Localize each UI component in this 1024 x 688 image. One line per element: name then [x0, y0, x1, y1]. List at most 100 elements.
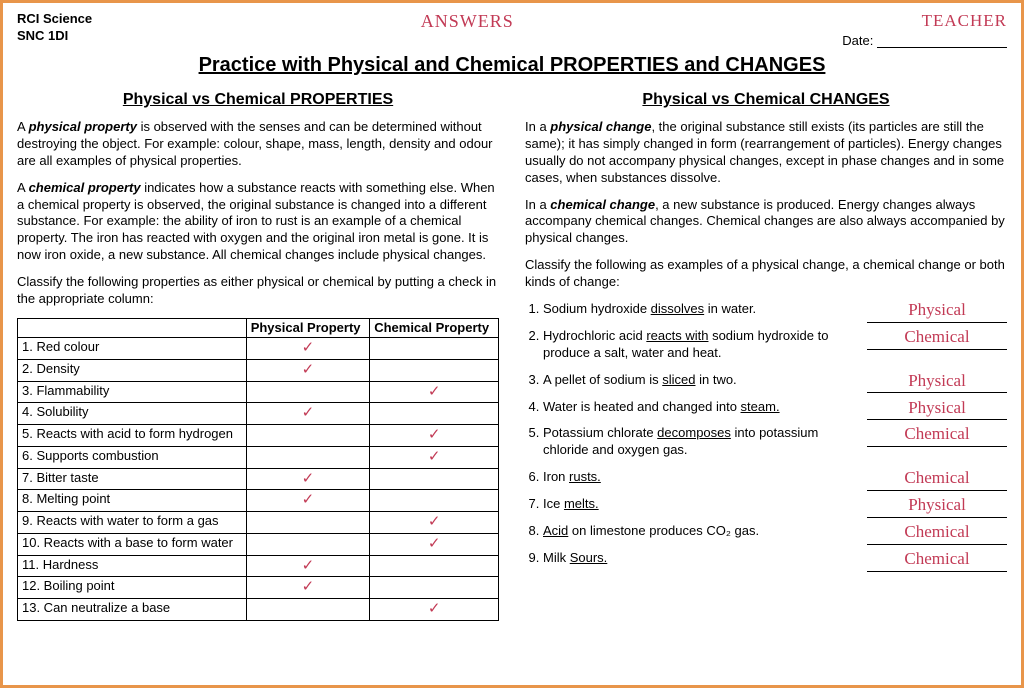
- row-label: 12. Boiling point: [18, 577, 247, 599]
- row-label: 9. Reacts with water to form a gas: [18, 512, 247, 534]
- item-text: Potassium chlorate decomposes into potas…: [543, 425, 818, 457]
- row-physical: ✓: [246, 490, 370, 512]
- right-p2: In a chemical change, a new substance is…: [525, 197, 1007, 248]
- row-physical: ✓: [246, 338, 370, 360]
- row-physical: [246, 533, 370, 555]
- text: A: [17, 180, 29, 195]
- header-row: RCI Science SNC 1DI ANSWERS TEACHER Date…: [17, 11, 1007, 48]
- item-answer: Chemical: [867, 469, 1007, 491]
- table-row: 3. Flammability✓: [18, 381, 499, 403]
- term-physical-change: physical change: [550, 119, 651, 134]
- row-chemical: [370, 468, 499, 490]
- row-chemical: [370, 359, 499, 381]
- columns: Physical vs Chemical PROPERTIES A physic…: [17, 91, 1007, 621]
- row-label: 1. Red colour: [18, 338, 247, 360]
- item-answer: Chemical: [867, 523, 1007, 545]
- table-row: 10. Reacts with a base to form water✓: [18, 533, 499, 555]
- list-item: Ice melts.Physical: [543, 496, 1007, 513]
- item-answer: Physical: [867, 301, 1007, 323]
- th-chemical: Chemical Property: [370, 318, 499, 337]
- th-blank: [18, 318, 247, 337]
- row-physical: ✓: [246, 403, 370, 425]
- main-title: Practice with Physical and Chemical PROP…: [17, 54, 1007, 77]
- row-label: 13. Can neutralize a base: [18, 599, 247, 621]
- school-line2: SNC 1DI: [17, 28, 92, 45]
- item-answer: Chemical: [867, 550, 1007, 572]
- list-item: Iron rusts.Chemical: [543, 469, 1007, 486]
- item-text: Sodium hydroxide dissolves in water.: [543, 301, 756, 316]
- row-chemical: ✓: [370, 381, 499, 403]
- term-chemical-property: chemical property: [29, 180, 141, 195]
- right-p1: In a physical change, the original subst…: [525, 119, 1007, 187]
- properties-table: Physical Property Chemical Property 1. R…: [17, 318, 499, 621]
- row-chemical: ✓: [370, 446, 499, 468]
- row-physical: ✓: [246, 577, 370, 599]
- row-physical: [246, 381, 370, 403]
- row-chemical: ✓: [370, 512, 499, 534]
- item-text: Water is heated and changed into steam.: [543, 399, 780, 414]
- table-row: 11. Hardness✓: [18, 555, 499, 577]
- list-item: Acid on limestone produces CO₂ gas.Chemi…: [543, 523, 1007, 540]
- row-physical: [246, 425, 370, 447]
- list-item: Water is heated and changed into steam.P…: [543, 399, 1007, 416]
- row-chemical: [370, 490, 499, 512]
- item-text: Iron rusts.: [543, 469, 601, 484]
- row-chemical: [370, 338, 499, 360]
- text: In a: [525, 197, 550, 212]
- row-physical: ✓: [246, 468, 370, 490]
- row-chemical: ✓: [370, 425, 499, 447]
- school-info: RCI Science SNC 1DI: [17, 11, 92, 45]
- table-row: 2. Density✓: [18, 359, 499, 381]
- list-item: Milk Sours.Chemical: [543, 550, 1007, 567]
- th-physical: Physical Property: [246, 318, 370, 337]
- table-row: 13. Can neutralize a base ✓: [18, 599, 499, 621]
- right-column: Physical vs Chemical CHANGES In a physic…: [525, 91, 1007, 621]
- term-chemical-change: chemical change: [550, 197, 655, 212]
- header-right: TEACHER Date:: [842, 11, 1007, 48]
- table-row: 9. Reacts with water to form a gas ✓: [18, 512, 499, 534]
- left-p2: A chemical property indicates how a subs…: [17, 180, 499, 264]
- date-blank: [877, 47, 1007, 48]
- item-text: Ice melts.: [543, 496, 599, 511]
- row-physical: [246, 446, 370, 468]
- row-label: 6. Supports combustion: [18, 446, 247, 468]
- row-label: 8. Melting point: [18, 490, 247, 512]
- row-chemical: [370, 403, 499, 425]
- list-item: A pellet of sodium is sliced in two.Phys…: [543, 372, 1007, 389]
- item-answer: Chemical: [867, 328, 1007, 350]
- row-chemical: ✓: [370, 533, 499, 555]
- term-physical-property: physical property: [29, 119, 137, 134]
- row-chemical: [370, 577, 499, 599]
- table-row: 1. Red colour✓: [18, 338, 499, 360]
- item-answer: Physical: [867, 372, 1007, 394]
- list-item: Sodium hydroxide dissolves in water.Phys…: [543, 301, 1007, 318]
- item-answer: Chemical: [867, 425, 1007, 447]
- row-label: 4. Solubility: [18, 403, 247, 425]
- row-label: 11. Hardness: [18, 555, 247, 577]
- row-chemical: ✓: [370, 599, 499, 621]
- table-row: 4. Solubility✓: [18, 403, 499, 425]
- left-title: Physical vs Chemical PROPERTIES: [17, 91, 499, 109]
- item-text: Hydrochloric acid reacts with sodium hyd…: [543, 328, 828, 360]
- answers-label: ANSWERS: [421, 11, 514, 32]
- row-physical: [246, 512, 370, 534]
- date-label: Date:: [842, 33, 873, 48]
- item-text: Milk Sours.: [543, 550, 607, 565]
- text: In a: [525, 119, 550, 134]
- table-row: 7. Bitter taste✓: [18, 468, 499, 490]
- row-label: 7. Bitter taste: [18, 468, 247, 490]
- table-row: 5. Reacts with acid to form hydrogen✓: [18, 425, 499, 447]
- row-chemical: [370, 555, 499, 577]
- text: A: [17, 119, 29, 134]
- row-physical: ✓: [246, 359, 370, 381]
- item-text: Acid on limestone produces CO₂ gas.: [543, 523, 759, 538]
- right-title: Physical vs Chemical CHANGES: [525, 91, 1007, 109]
- left-column: Physical vs Chemical PROPERTIES A physic…: [17, 91, 499, 621]
- item-answer: Physical: [867, 496, 1007, 518]
- table-row: 8. Melting point✓: [18, 490, 499, 512]
- left-classify: Classify the following properties as eit…: [17, 274, 499, 308]
- left-p1: A physical property is observed with the…: [17, 119, 499, 170]
- right-classify: Classify the following as examples of a …: [525, 257, 1007, 291]
- teacher-label: TEACHER: [842, 11, 1007, 31]
- list-item: Hydrochloric acid reacts with sodium hyd…: [543, 328, 1007, 362]
